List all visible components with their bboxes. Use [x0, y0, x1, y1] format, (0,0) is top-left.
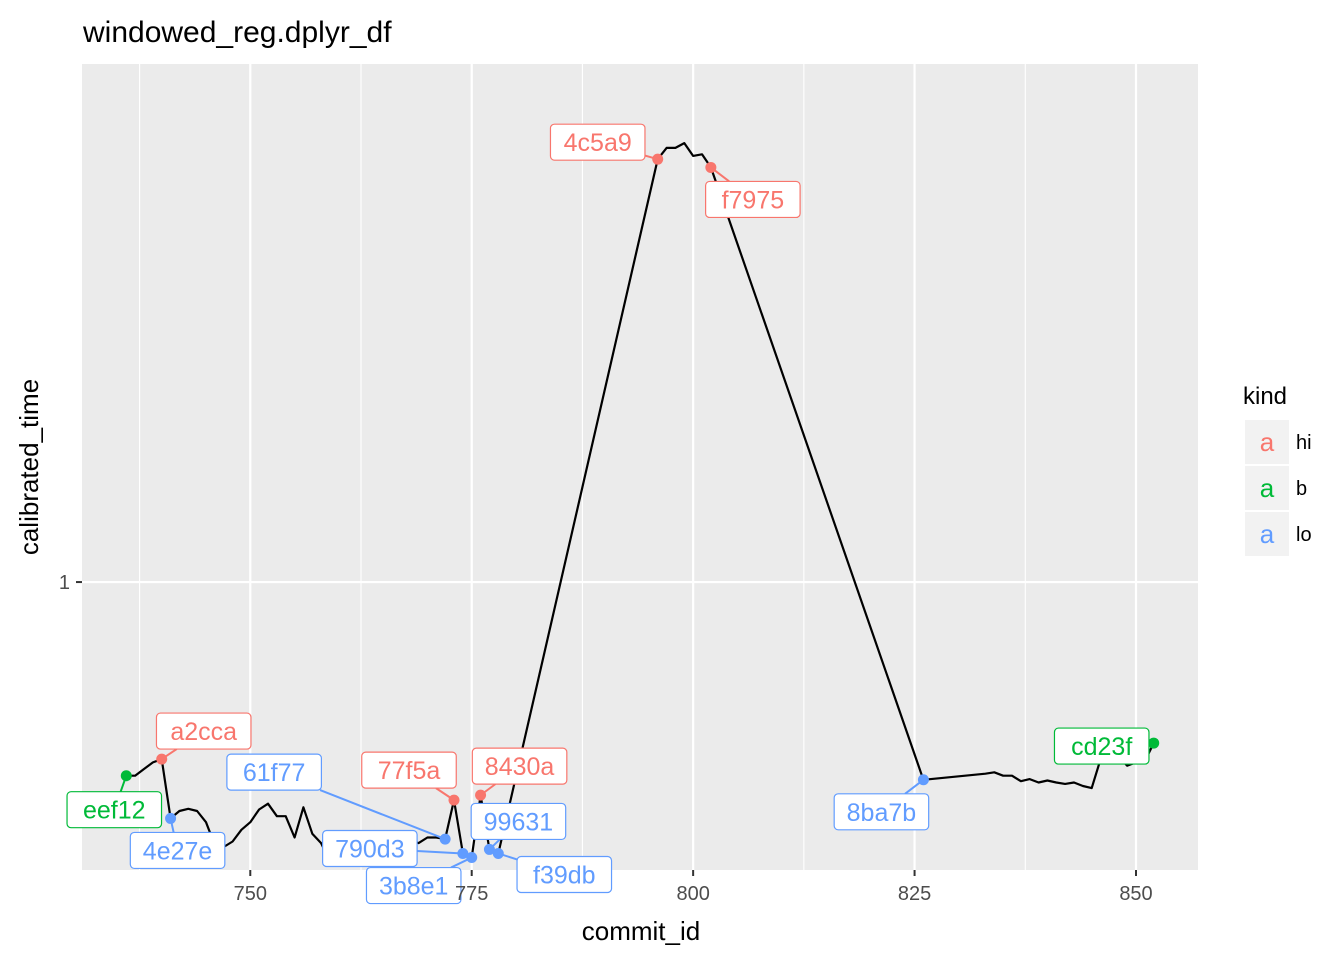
x-axis-title: commit_id — [582, 916, 700, 946]
point-label-text: 8430a — [485, 753, 555, 781]
legend-label: lo — [1296, 524, 1312, 546]
point-label-box — [129, 831, 226, 870]
point-label-box — [516, 855, 613, 894]
point-label-box — [322, 829, 418, 868]
y-tick-label: 1 — [59, 572, 70, 594]
data-point-f39db — [492, 847, 504, 859]
data-point-99631 — [483, 843, 495, 855]
point-label-4e27e: 4e27e — [129, 831, 226, 870]
legend-title: kind — [1243, 383, 1287, 410]
data-point-cd23f — [1148, 737, 1160, 749]
legend-key-box — [1245, 466, 1289, 510]
label-segment — [417, 850, 463, 855]
data-point-f7975 — [705, 161, 717, 173]
x-tick-label: 850 — [1119, 883, 1152, 905]
point-label-text: 4e27e — [143, 837, 213, 865]
point-label-text: eef12 — [83, 797, 146, 825]
legend-key: a — [1260, 519, 1275, 549]
y-axis: 1 — [59, 572, 82, 594]
plot-panel — [82, 64, 1198, 870]
point-label-text: 3b8e1 — [379, 873, 449, 901]
data-point-8430a — [475, 789, 487, 801]
point-label-box — [470, 802, 567, 841]
point-label-790d3: 790d3 — [322, 829, 418, 868]
chart-title: windowed_reg.dplyr_df — [82, 16, 392, 49]
point-label-eef12: eef12 — [66, 791, 163, 829]
point-labels: 4c5a9 f7975 a2cca 77f5a 8430a eef12 cd23f 4e27e… — [66, 123, 1150, 905]
legend-key-box — [1245, 420, 1289, 464]
x-tick-label: 775 — [455, 883, 488, 905]
x-tick-label: 800 — [676, 883, 709, 905]
point-label-text: f7975 — [722, 186, 785, 214]
point-label-text: 4c5a9 — [564, 129, 632, 157]
point-label-text: 8ba7b — [847, 799, 917, 827]
data-point-a2cca — [156, 753, 168, 765]
legend-entry-lo: a lo — [1245, 512, 1312, 556]
data-point-77f5a — [448, 794, 460, 806]
label-segment — [319, 789, 446, 841]
x-axis: 750 775 800 825 850 — [234, 870, 1153, 905]
x-tick-label: 750 — [234, 883, 267, 905]
x-tick-label: 825 — [898, 883, 931, 905]
point-label-a2cca: a2cca — [155, 712, 252, 750]
point-label-box — [1053, 727, 1150, 765]
grid-major — [82, 64, 1198, 870]
point-label-text: 790d3 — [335, 835, 405, 863]
y-axis-title: calibrated_time — [14, 379, 44, 555]
legend-key: a — [1260, 473, 1275, 503]
point-label-box — [365, 866, 462, 905]
data-point-790d3 — [457, 847, 469, 859]
point-label-box — [226, 753, 322, 791]
point-label-8ba7b: 8ba7b — [833, 793, 930, 831]
legend-label: b — [1296, 478, 1307, 500]
data-points — [120, 153, 1160, 864]
data-point-61f77 — [439, 833, 451, 845]
point-label-box — [549, 123, 646, 161]
point-label-cd23f: cd23f — [1053, 727, 1150, 765]
point-label-3b8e1: 3b8e1 — [365, 866, 462, 905]
data-point-4c5a9 — [652, 153, 664, 165]
point-label-text: f39db — [533, 861, 596, 889]
point-label-99631: 99631 — [470, 802, 567, 841]
data-point-8ba7b — [917, 774, 929, 786]
legend: kind a hia ba lo — [1243, 383, 1312, 556]
point-label-text: cd23f — [1071, 733, 1132, 761]
legend-label: hi — [1296, 432, 1312, 454]
point-label-box — [361, 751, 457, 789]
point-label-box — [705, 180, 801, 219]
point-label-text: 77f5a — [378, 757, 441, 785]
data-point-eef12 — [120, 770, 132, 782]
legend-entry-hi: a hi — [1245, 420, 1312, 464]
legend-key: a — [1260, 427, 1275, 457]
point-label-text: 99631 — [484, 808, 554, 836]
grid-minor — [139, 64, 1026, 870]
point-label-8430a: 8430a — [471, 747, 568, 785]
point-label-61f77: 61f77 — [226, 753, 322, 791]
point-label-text: a2cca — [170, 718, 237, 746]
series-line — [126, 142, 1155, 863]
point-label-f7975: f7975 — [705, 180, 801, 219]
point-label-text: 61f77 — [243, 759, 306, 787]
series-line-path — [126, 142, 1155, 863]
point-label-box — [471, 747, 568, 785]
point-label-box — [155, 712, 252, 750]
point-label-box — [66, 791, 163, 829]
data-point-3b8e1 — [466, 852, 478, 864]
point-label-77f5a: 77f5a — [361, 751, 457, 789]
point-label-f39db: f39db — [516, 855, 613, 894]
legend-key-box — [1245, 512, 1289, 556]
data-point-4e27e — [165, 812, 177, 824]
point-label-4c5a9: 4c5a9 — [549, 123, 646, 161]
point-label-box — [833, 793, 930, 831]
